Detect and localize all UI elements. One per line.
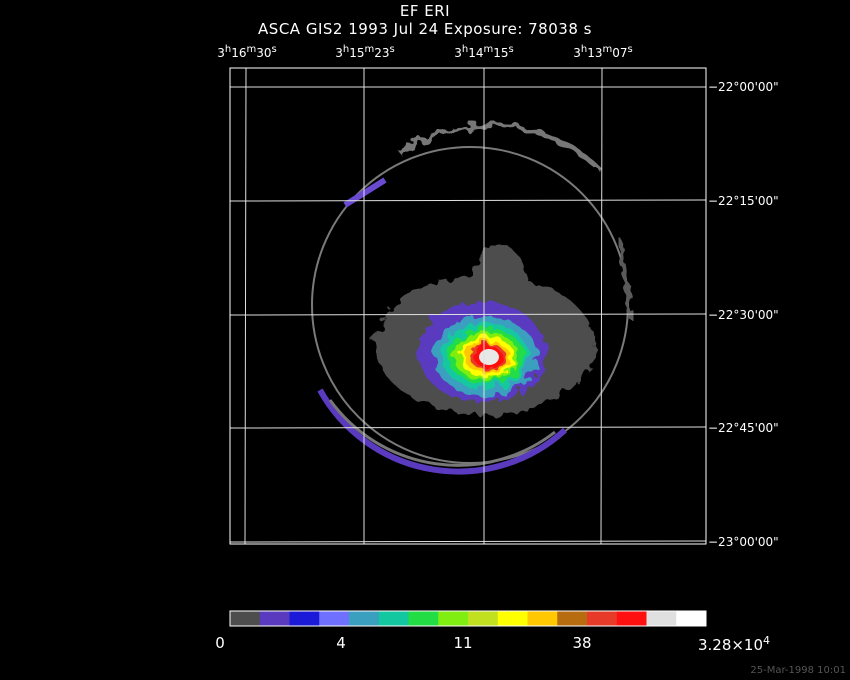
- detector-edge: [398, 122, 602, 172]
- colorbar-swatch: [587, 611, 618, 626]
- colorbar: [229, 610, 707, 627]
- image-frame: [229, 67, 707, 545]
- detector-edge: [617, 239, 635, 321]
- detector-edge: [328, 399, 556, 467]
- timestamp: 25-Mar-1998 10:01: [750, 665, 846, 676]
- colorbar-swatch: [468, 611, 499, 626]
- ra-label: 3h15m23s: [335, 44, 395, 60]
- colorbar-label: 11: [453, 634, 473, 652]
- detector-edge-blue: [317, 388, 568, 475]
- colorbar-swatch: [676, 611, 707, 626]
- dec-label: −22°00'00": [708, 80, 779, 94]
- colorbar-swatch: [646, 611, 677, 626]
- colorbar-label: 4: [336, 634, 346, 652]
- colorbar-label-max: 3.28×104: [697, 634, 771, 654]
- dec-label: −22°45'00": [708, 421, 779, 435]
- colorbar-label: 0: [215, 634, 225, 652]
- colorbar-swatch: [438, 611, 469, 626]
- ra-label: 3h14m15s: [454, 44, 514, 60]
- colorbar-swatch: [527, 611, 558, 626]
- detector-edge-blue: [343, 177, 387, 208]
- dec-label: −22°30'00": [708, 308, 779, 322]
- dec-label: −23°00'00": [708, 535, 779, 549]
- dec-label: −22°15'00": [708, 194, 779, 208]
- colorbar-swatch: [259, 611, 290, 626]
- colorbar-swatch: [408, 611, 439, 626]
- observation-subtitle: ASCA GIS2 1993 Jul 24 Exposure: 78038 s: [258, 20, 592, 38]
- colorbar-swatch: [616, 611, 647, 626]
- coordinate-grid: [229, 67, 707, 545]
- colorbar-swatch: [557, 611, 588, 626]
- colorbar-swatch: [497, 611, 528, 626]
- colorbar-swatch: [349, 611, 380, 626]
- colorbar-swatch: [319, 611, 350, 626]
- colorbar-swatch: [289, 611, 320, 626]
- colorbar-swatch: [378, 611, 409, 626]
- ra-label: 3h13m07s: [573, 44, 633, 60]
- ra-label: 3h16m30s: [217, 44, 277, 60]
- colorbar-frame: [229, 610, 707, 627]
- object-title: EF ERI: [399, 2, 451, 20]
- source-contours: [375, 245, 595, 415]
- source-peak: [479, 349, 499, 365]
- colorbar-label: 38: [572, 634, 592, 652]
- colorbar-swatch: [230, 611, 261, 626]
